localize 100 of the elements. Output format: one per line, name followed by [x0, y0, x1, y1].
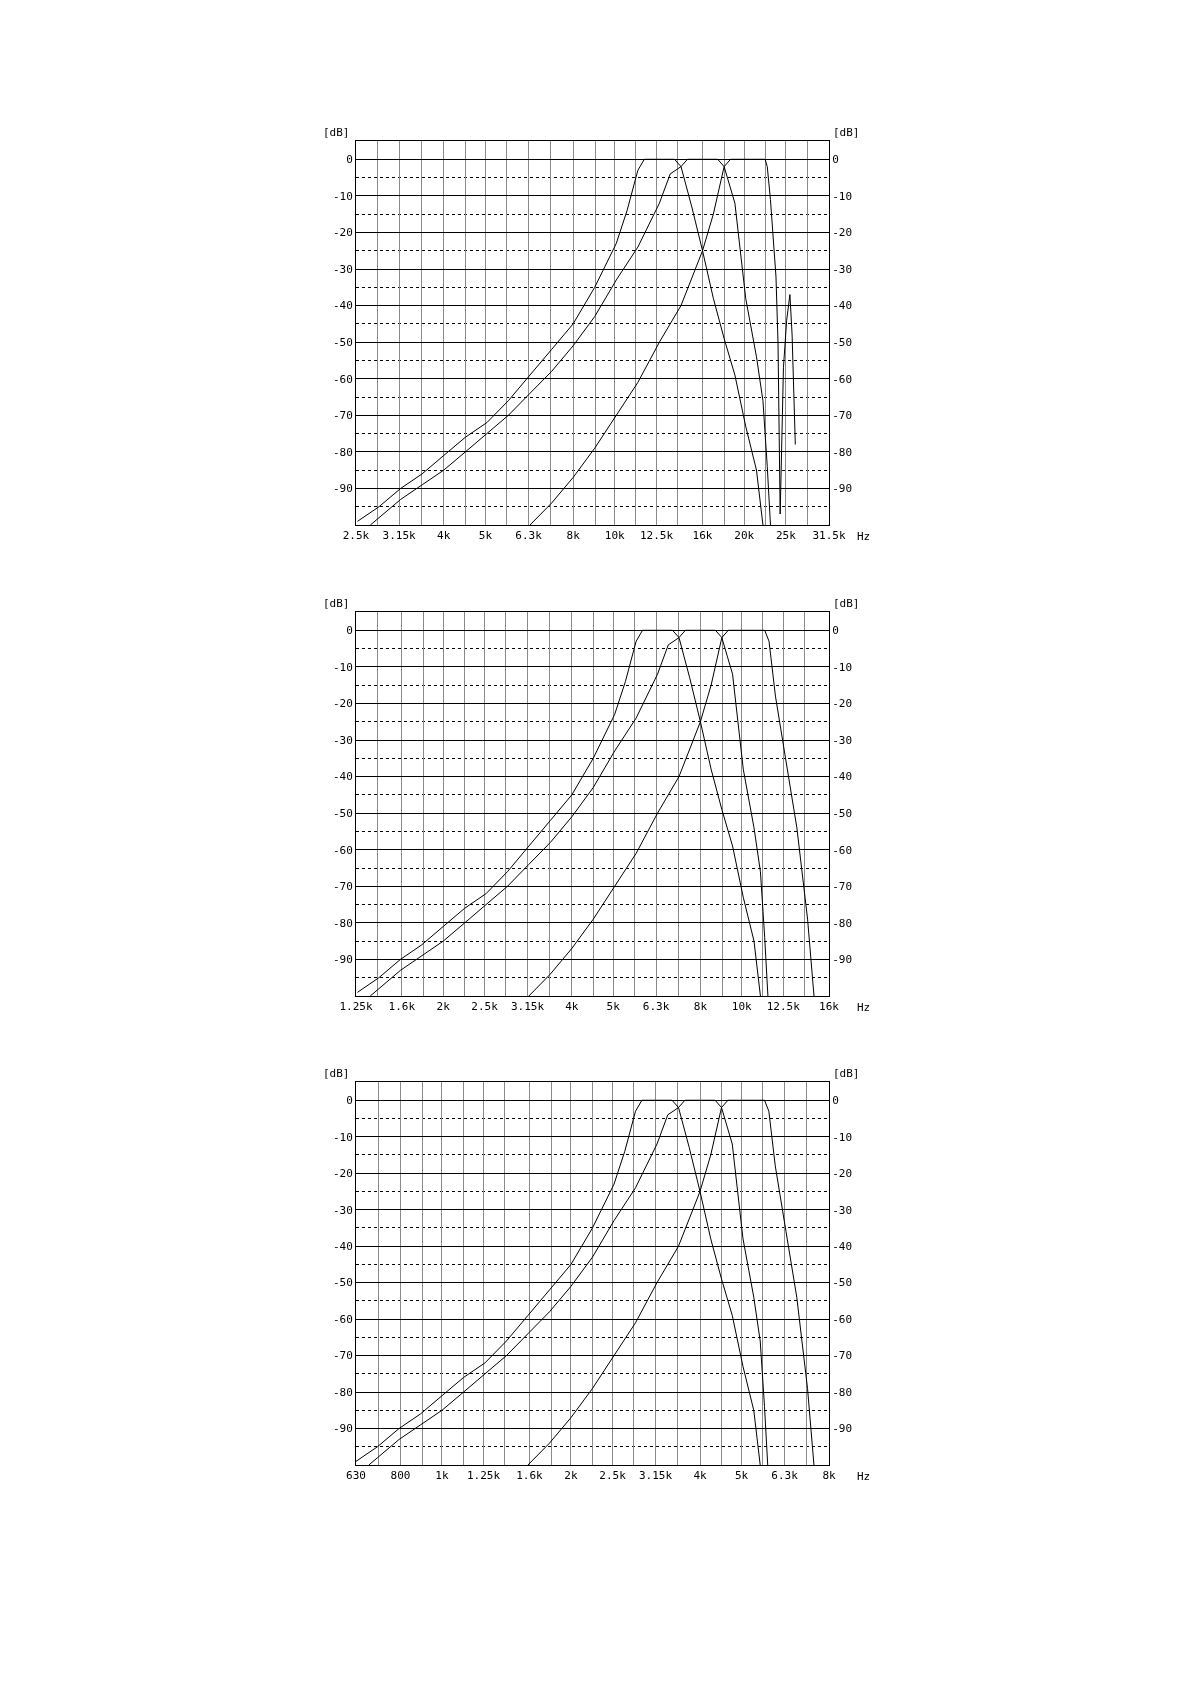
x-tick-label: 6.3k	[515, 529, 543, 543]
x-tick-label: 2.5k	[471, 1000, 499, 1014]
y-tick-label: -90	[332, 1422, 353, 1436]
x-tick-label: 3.15k	[510, 1000, 545, 1014]
y2-tick-label: -30	[832, 262, 853, 276]
y-tick-label: -70	[332, 409, 353, 423]
y-tick-label: -80	[332, 1385, 353, 1399]
y2-tick-label: -70	[832, 409, 853, 423]
y-tick-label: -70	[332, 880, 353, 894]
y-tick-label: -30	[332, 733, 353, 747]
y2-tick-label: -20	[832, 1167, 853, 1181]
x-tick-label: 31.5k	[812, 529, 846, 543]
y-tick-label: -10	[332, 660, 353, 674]
y2-tick-label: -80	[832, 445, 853, 459]
x-tick-label: 5k	[478, 529, 493, 543]
y-tick-label: -80	[332, 916, 353, 930]
y2-tick-label: -40	[832, 299, 853, 313]
y-axis-title: [dB]	[323, 126, 350, 139]
y2-tick-label: -60	[832, 372, 853, 386]
x-tick-label: 3.15k	[638, 1469, 673, 1483]
x-tick-label: 4k	[437, 529, 451, 543]
y-tick-label: -60	[332, 1312, 353, 1326]
y2-tick-label: 0	[832, 624, 839, 638]
y2-tick-label: -10	[832, 189, 853, 203]
y2-tick-label: -70	[832, 1349, 853, 1363]
y-tick-label: -90	[332, 953, 353, 967]
y-tick-label: -50	[332, 335, 353, 349]
y-tick-label: -60	[332, 372, 353, 386]
x-tick-label: 1.6k	[516, 1469, 544, 1483]
y2-tick-label: -30	[832, 1203, 853, 1217]
y2-tick-label: 0	[832, 1094, 839, 1108]
x-tick-label: 1.6k	[388, 1000, 416, 1014]
y2-tick-label: -60	[832, 843, 853, 857]
y-tick-label: -10	[332, 189, 353, 203]
x-tick-label: 4k	[565, 1000, 579, 1014]
x-tick-label: 6.3k	[642, 1000, 670, 1014]
x-tick-label: 1.25k	[339, 1000, 373, 1014]
x-tick-label: 12.5k	[766, 1000, 801, 1014]
y2-tick-label: -20	[832, 697, 853, 711]
x-tick-label: 2k	[436, 1000, 451, 1014]
y-axis-title: [dB]	[323, 597, 350, 610]
y-axis-title: [dB]	[323, 1067, 350, 1080]
x-axis-title: Hz	[857, 1001, 871, 1014]
y2-tick-label: -10	[832, 660, 853, 674]
x-tick-label: 4k	[693, 1469, 707, 1483]
y-tick-label: -10	[332, 1130, 353, 1144]
y-tick-label: -20	[332, 697, 353, 711]
y2-tick-label: -20	[832, 226, 853, 240]
y2-axis-title: [dB]	[833, 597, 860, 610]
y-tick-label: -30	[332, 262, 353, 276]
y-tick-label: -30	[332, 1203, 353, 1217]
y2-tick-label: -90	[832, 482, 853, 496]
y-tick-label: -40	[332, 770, 353, 784]
y2-axis-title: [dB]	[833, 126, 860, 139]
x-tick-label: 6.3k	[771, 1469, 799, 1483]
y2-tick-label: -40	[832, 770, 853, 784]
x-tick-label: 5k	[734, 1469, 749, 1483]
y-tick-label: 0	[346, 624, 353, 638]
x-tick-label: 2k	[564, 1469, 578, 1483]
y-tick-label: -40	[332, 1239, 353, 1253]
y-tick-label: -40	[332, 299, 353, 313]
x-tick-label: 10k	[604, 529, 626, 543]
x-tick-label: 5k	[606, 1000, 621, 1014]
x-tick-label: 2.5k	[342, 529, 370, 543]
x-tick-label: 1k	[435, 1469, 449, 1483]
y-tick-label: -60	[332, 843, 353, 857]
x-axis-title: Hz	[857, 1470, 871, 1483]
x-tick-label: 25k	[775, 529, 797, 543]
y2-axis-title: [dB]	[833, 1067, 860, 1080]
y2-tick-label: -10	[832, 1130, 853, 1144]
x-tick-label: 16k	[819, 1000, 840, 1014]
y-tick-label: -90	[332, 482, 353, 496]
y2-tick-label: -70	[832, 880, 853, 894]
x-tick-label: 3.15k	[382, 529, 417, 543]
y2-tick-label: -90	[832, 1422, 853, 1436]
y-tick-label: -70	[332, 1349, 353, 1363]
x-tick-label: 16k	[692, 529, 713, 543]
x-tick-label: 2.5k	[599, 1469, 627, 1483]
y-tick-label: -50	[332, 1276, 353, 1290]
x-tick-label: 630	[346, 1469, 366, 1483]
y2-tick-label: -80	[832, 916, 853, 930]
y-tick-label: -80	[332, 445, 353, 459]
y-tick-label: -20	[332, 1167, 353, 1181]
y2-tick-label: -80	[832, 1385, 853, 1399]
x-tick-label: 20k	[734, 529, 755, 543]
x-tick-label: 12.5k	[639, 529, 674, 543]
x-tick-label: 1.25k	[466, 1469, 501, 1483]
y2-tick-label: -50	[832, 806, 853, 820]
x-tick-label: 10k	[731, 1000, 753, 1014]
y2-tick-label: -60	[832, 1312, 853, 1326]
y2-tick-label: -90	[832, 953, 853, 967]
y2-tick-label: -50	[832, 335, 853, 349]
y2-tick-label: -40	[832, 1239, 853, 1253]
y-tick-label: -50	[332, 806, 353, 820]
x-axis-title: Hz	[857, 530, 871, 543]
x-tick-label: 800	[390, 1469, 411, 1483]
y2-tick-label: 0	[832, 153, 839, 167]
x-tick-label: 8k	[693, 1000, 708, 1014]
y-tick-label: 0	[346, 153, 353, 167]
y2-tick-label: -50	[832, 1276, 853, 1290]
